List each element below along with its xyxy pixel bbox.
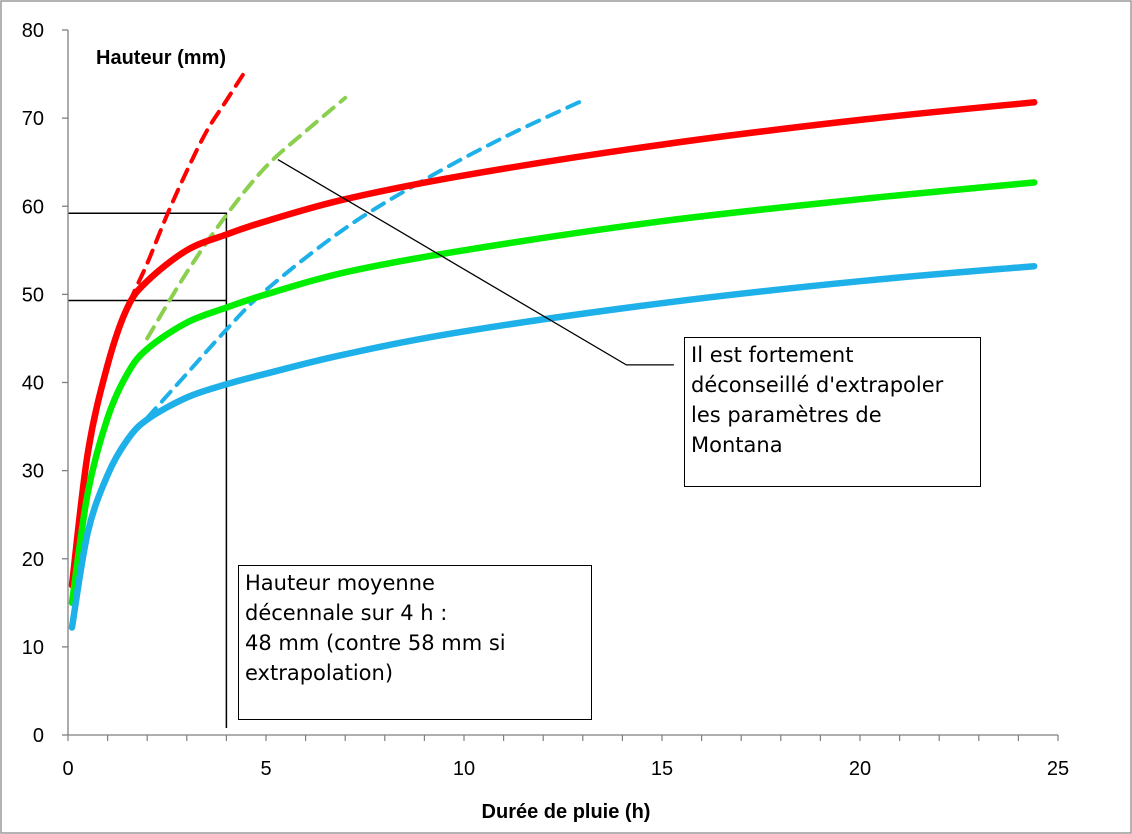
x-tick-label: 5 <box>260 758 271 780</box>
y-tick-label: 30 <box>22 461 44 483</box>
y-tick-label: 50 <box>22 284 44 306</box>
tick-labels: 0 10 20 30 40 50 60 70 80 0 5 10 15 20 25 <box>22 20 1069 780</box>
x-tick-label: 15 <box>651 758 673 780</box>
x-tick-label: 0 <box>62 758 73 780</box>
y-tick-label: 20 <box>22 549 44 571</box>
x-tick-label: 25 <box>1047 758 1069 780</box>
annotation-leaders <box>277 158 674 366</box>
y-tick-label: 10 <box>22 637 44 659</box>
x-tick-label: 20 <box>849 758 871 780</box>
y-tick-label: 60 <box>22 196 44 218</box>
extrapolated-curve-3 <box>145 98 585 420</box>
reference-line-1 <box>68 212 228 728</box>
reference-lines <box>68 212 228 728</box>
extrapolated-curve-2 <box>145 95 348 341</box>
x-tick-label: 10 <box>453 758 475 780</box>
y-tick-label: 0 <box>33 725 44 747</box>
leader-line-1 <box>277 158 674 366</box>
series-layer <box>68 67 1038 631</box>
y-tick-label: 80 <box>22 20 44 42</box>
y-tick-label: 70 <box>22 108 44 130</box>
curve-5 <box>68 179 1038 607</box>
axes <box>62 29 1059 741</box>
y-axis-label: Hauteur (mm) <box>96 47 226 69</box>
y-tick-label: 40 <box>22 373 44 395</box>
extrapolation-note: Il est fortement déconseillé d'extrapole… <box>684 337 981 487</box>
curve-4 <box>68 99 1038 589</box>
curve-6 <box>68 262 1038 631</box>
x-axis-label: Durée de pluie (h) <box>482 801 651 823</box>
mean-height-note: Hauteur moyenne décennale sur 4 h : 48 m… <box>238 565 592 720</box>
